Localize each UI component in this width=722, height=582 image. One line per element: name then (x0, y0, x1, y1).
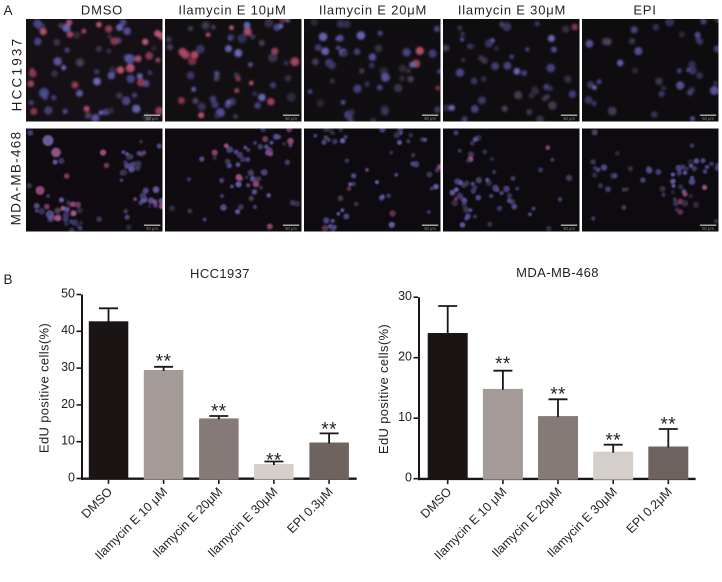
svg-text:50 μm: 50 μm (563, 226, 575, 231)
svg-text:50 μm: 50 μm (146, 226, 158, 231)
svg-text:**: ** (550, 385, 566, 406)
svg-text:Ilamycin E 10μM: Ilamycin E 10μM (178, 3, 286, 18)
svg-text:B: B (4, 272, 13, 287)
svg-text:50 μm: 50 μm (424, 116, 436, 121)
svg-text:DMSO: DMSO (81, 3, 123, 18)
svg-text:0: 0 (405, 471, 412, 485)
svg-text:**: ** (661, 415, 677, 436)
svg-text:50 μm: 50 μm (702, 226, 714, 231)
svg-text:MDA-MB-468: MDA-MB-468 (9, 131, 24, 226)
svg-text:10: 10 (61, 434, 75, 448)
svg-text:Ilamycin E 30μM: Ilamycin E 30μM (458, 3, 566, 18)
svg-text:20: 20 (398, 350, 412, 364)
svg-text:50 μm: 50 μm (424, 226, 436, 231)
svg-text:HCC1937: HCC1937 (9, 37, 24, 112)
svg-text:40: 40 (61, 323, 75, 337)
svg-text:**: ** (266, 450, 282, 471)
svg-text:EdU positive cells(%): EdU positive cells(%) (37, 323, 52, 453)
svg-text:A: A (4, 3, 13, 18)
svg-text:50 μm: 50 μm (563, 116, 575, 121)
svg-text:20: 20 (61, 397, 75, 411)
svg-text:30: 30 (61, 360, 75, 374)
svg-text:HCC1937: HCC1937 (190, 266, 250, 281)
svg-text:**: ** (211, 401, 227, 422)
svg-text:50 μm: 50 μm (146, 116, 158, 121)
svg-text:MDA-MB-468: MDA-MB-468 (516, 265, 599, 280)
svg-text:**: ** (321, 419, 337, 440)
svg-text:10: 10 (398, 410, 412, 424)
svg-text:50 μm: 50 μm (702, 116, 714, 121)
svg-text:50: 50 (61, 286, 75, 300)
svg-text:30: 30 (398, 289, 412, 303)
svg-text:EPI: EPI (633, 3, 656, 18)
svg-text:**: ** (156, 352, 172, 373)
svg-text:**: ** (605, 431, 621, 452)
svg-text:50 μm: 50 μm (285, 116, 297, 121)
svg-text:**: ** (495, 354, 511, 375)
svg-text:Ilamycin E 20μM: Ilamycin E 20μM (319, 3, 427, 18)
svg-text:EdU positive cells(%): EdU positive cells(%) (376, 324, 391, 454)
svg-text:0: 0 (68, 470, 75, 484)
svg-text:50 μm: 50 μm (285, 226, 297, 231)
